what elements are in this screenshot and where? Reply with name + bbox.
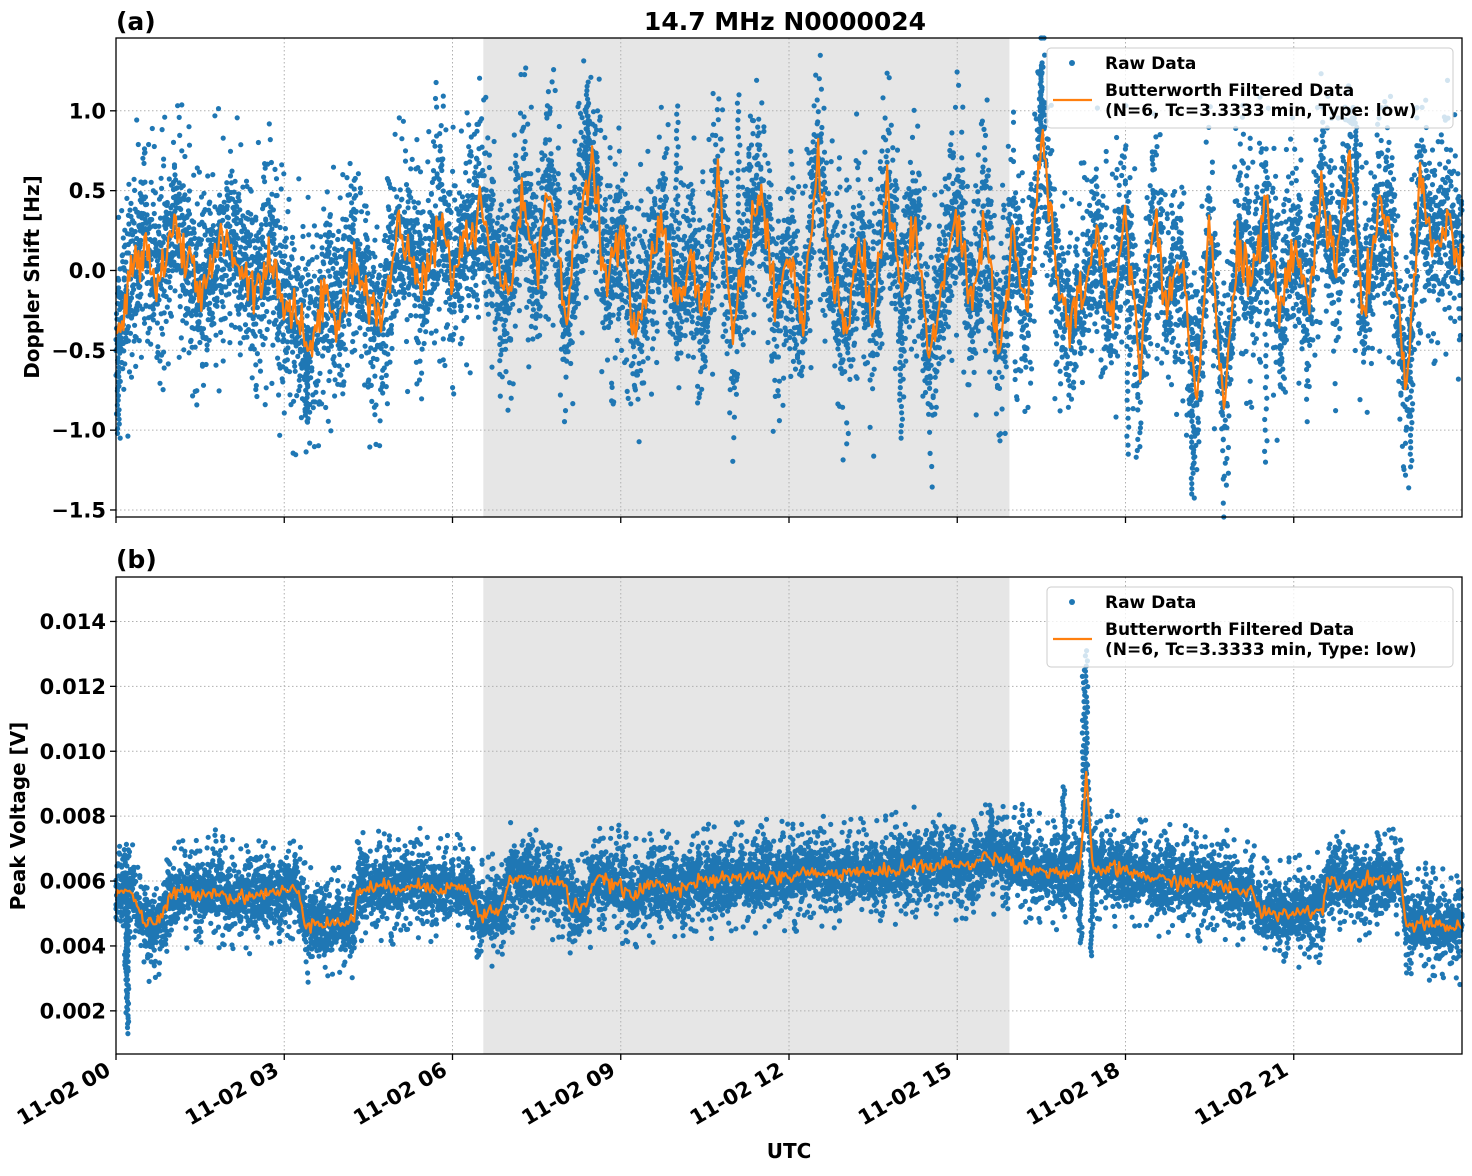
- legend: Raw Data Butterworth Filtered Data(N=6, T…: [1046, 586, 1454, 668]
- legend: Raw Data Butterworth Filtered Data(N=6, T…: [1046, 47, 1454, 129]
- chart-title: 14.7 MHz N0000024: [644, 7, 926, 36]
- legend-label: Raw Data: [1105, 54, 1196, 74]
- y-tick-label: −0.5: [51, 339, 106, 363]
- x-axis-label: UTC: [767, 1139, 812, 1163]
- y-tick-label: 0.012: [40, 675, 106, 699]
- daylight-shaded-region: [483, 577, 1010, 1054]
- raw-data-points: [113, 648, 1465, 1037]
- x-axis-ticks: [115, 517, 1295, 523]
- panel-a-doppler-shift: 1.0 0.5 0.0 −0.5 −1.0 −1.5 (a) 14.7 MHz N0000…: [20, 7, 1465, 523]
- y-tick-label: 1.0: [69, 99, 106, 123]
- y-tick-label: 0.002: [40, 999, 106, 1023]
- panel-label: (b): [116, 545, 157, 574]
- raw-data-scatter: [113, 648, 1465, 1037]
- legend-label: Butterworth Filtered Data: [1105, 620, 1354, 640]
- y-tick-label: 0.5: [69, 179, 106, 203]
- y-tick-label: −1.5: [51, 498, 106, 522]
- x-tick-label: 11-02 06: [349, 1058, 451, 1131]
- grid-lines: [115, 577, 1462, 1054]
- y-tick-label: 0.0: [69, 259, 106, 283]
- y-tick-label: 0.010: [40, 740, 106, 764]
- x-tick-label: 11-02 09: [517, 1058, 619, 1131]
- y-tick-label: 0.008: [40, 805, 106, 829]
- y-tick-label: 0.006: [40, 870, 106, 894]
- y-axis-ticks: 0.014 0.012 0.010 0.008 0.006 0.004 0.002: [40, 610, 116, 1023]
- legend-marker-dot: [1069, 60, 1075, 66]
- x-tick-label: 11-02 12: [686, 1058, 788, 1131]
- panel-label: (a): [116, 7, 156, 36]
- legend-label: Raw Data: [1105, 593, 1196, 613]
- panel-b-peak-voltage: 0.014 0.012 0.010 0.008 0.006 0.004 0.002 11-0…: [6, 545, 1465, 1163]
- filtered-data-line: [115, 128, 1464, 410]
- legend-label: Butterworth Filtered Data: [1105, 81, 1354, 101]
- legend-box: [1046, 47, 1454, 129]
- x-tick-label: 11-02 00: [13, 1058, 115, 1131]
- x-tick-label: 11-02 21: [1190, 1058, 1292, 1131]
- y-tick-label: 0.014: [40, 610, 106, 634]
- legend-label: (N=6, Tc=3.3333 min, Type: low): [1105, 640, 1417, 660]
- y-tick-label: 0.004: [40, 934, 106, 958]
- legend-box: [1046, 586, 1454, 668]
- x-tick-label: 11-02 03: [181, 1058, 283, 1131]
- raw-data-points: [113, 35, 1465, 520]
- legend-label: (N=6, Tc=3.3333 min, Type: low): [1105, 101, 1417, 121]
- x-axis-ticks: 11-02 00 11-02 03 11-02 06 11-02 09 11-02 12…: [13, 1054, 1295, 1131]
- y-axis-label: Doppler Shift [Hz]: [20, 175, 44, 379]
- filtered-data-line: [114, 770, 1463, 934]
- y-axis-label: Peak Voltage [V]: [6, 722, 30, 911]
- legend-marker-dot: [1069, 599, 1075, 605]
- y-tick-label: −1.0: [51, 419, 106, 443]
- raw-data-scatter: [113, 35, 1465, 520]
- x-tick-label: 11-02 18: [1022, 1058, 1124, 1131]
- y-axis-ticks: 1.0 0.5 0.0 −0.5 −1.0 −1.5: [51, 99, 116, 522]
- x-tick-label: 11-02 15: [854, 1058, 956, 1131]
